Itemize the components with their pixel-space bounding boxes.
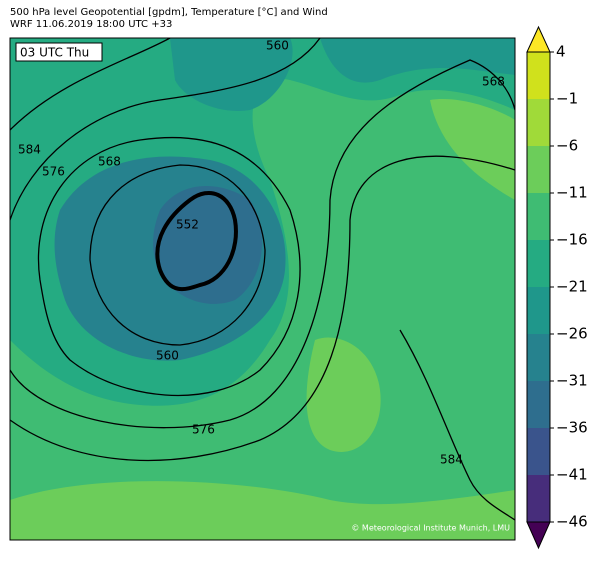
colorbar-tick-label: −11	[556, 184, 588, 202]
map-field	[10, 38, 515, 540]
credit: © Meteorological Institute Munich, LMU	[351, 524, 510, 533]
colorbar-tick-label: −41	[556, 466, 588, 484]
warm-region	[10, 99, 515, 540]
contours	[10, 38, 515, 521]
colorbar-band	[527, 52, 550, 100]
subtitle: WRF 11.06.2019 18:00 UTC +33	[10, 19, 172, 30]
colorbar-band	[527, 475, 550, 523]
colorbar-band	[527, 381, 550, 429]
colorbar-tick-label: −26	[556, 325, 588, 343]
contour-label: 584	[18, 143, 41, 157]
contour-label: 576	[192, 423, 215, 437]
contour-552	[155, 190, 238, 292]
time-label: 03 UTC Thu	[20, 46, 89, 60]
title: 500 hPa level Geopotential [gpdm], Tempe…	[10, 7, 328, 18]
contour-label: 568	[98, 155, 121, 169]
colorbar-tick-label: −36	[556, 419, 588, 437]
contour-label: 568	[482, 75, 505, 89]
colorbar-tick-label: −16	[556, 231, 588, 249]
colorbar-tick-label: −31	[556, 372, 588, 390]
colorbar-tick-label: −1	[556, 90, 578, 108]
colorbar-band	[527, 240, 550, 288]
colorbar-tick-label: −46	[556, 513, 588, 531]
colorbar-band	[527, 287, 550, 335]
contour-label: 560	[156, 349, 179, 363]
colorbar-band	[527, 334, 550, 382]
contour-label: 584	[440, 453, 463, 467]
colder-region	[170, 38, 515, 111]
time-box	[15, 42, 103, 62]
contour-label: 552	[176, 218, 199, 232]
contour-label: 576	[42, 165, 65, 179]
colorbar-band	[527, 193, 550, 241]
colorbar-band	[527, 428, 550, 476]
colorbar-over	[526, 25, 551, 53]
colorbar-band	[527, 146, 550, 194]
contour-labels: 584 576 568 560 552 560 576 584 568	[18, 39, 505, 467]
colorbar-tick-label: 4	[556, 43, 566, 61]
map-frame	[9, 37, 516, 541]
colorbar: 4 −1 −6 −11 −16 −21 −26 −31 −36 −41 −46	[526, 25, 588, 550]
colorbar-tick-label: −6	[556, 137, 578, 155]
colorbar-tick-label: −21	[556, 278, 588, 296]
contour-label: 560	[266, 39, 289, 53]
colorbar-under	[526, 521, 551, 550]
colorbar-band	[527, 99, 550, 147]
